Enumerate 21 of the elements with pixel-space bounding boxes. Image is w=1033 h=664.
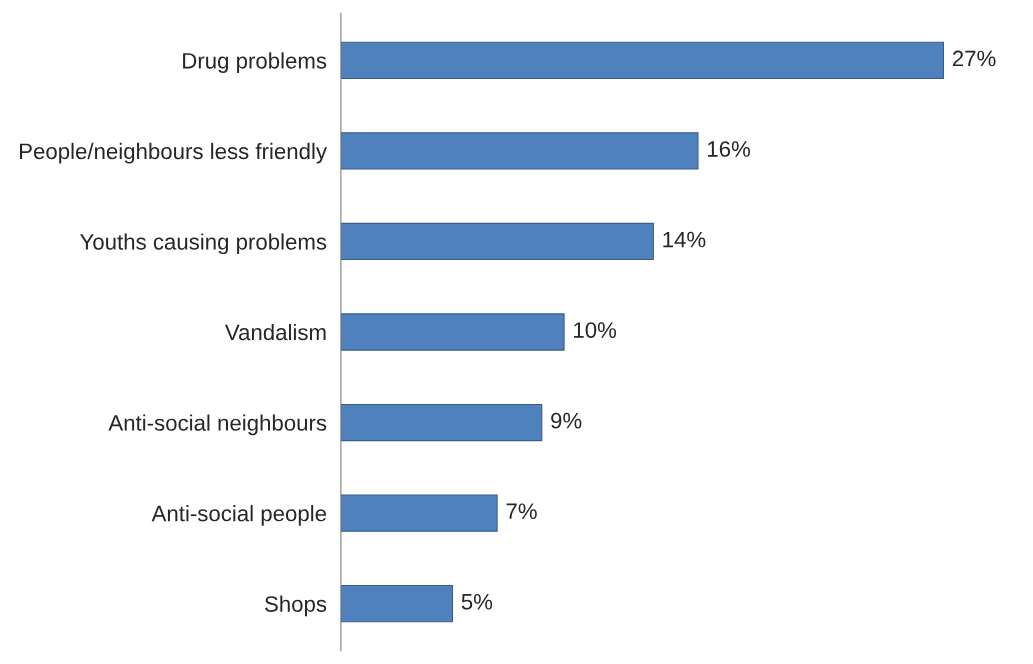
data-label: 14%: [663, 231, 706, 248]
bar: [340, 41, 945, 80]
data-label: 27%: [952, 50, 996, 67]
y-tick-label: Drug problems: [183, 52, 327, 74]
bar: [340, 313, 565, 351]
y-tick-label: Vandalism: [224, 323, 326, 341]
y-tick-label: Youths causing problems: [80, 233, 327, 255]
bar: [340, 494, 498, 532]
y-tick-label: Anti-social neighbours: [108, 414, 327, 436]
data-label: 10%: [574, 322, 617, 338]
data-label: 7%: [506, 503, 537, 519]
data-label: 16%: [708, 141, 750, 157]
data-label: 9%: [551, 412, 582, 429]
bar: [340, 584, 454, 623]
data-label: 5%: [461, 593, 493, 610]
y-tick-label: Anti-social people: [151, 505, 327, 526]
y-tick-label: People/neighbours less friendly: [20, 142, 327, 164]
bar: [340, 132, 699, 170]
bar: [340, 403, 543, 442]
y-tick-label: Shops: [265, 595, 327, 617]
bar: [340, 222, 654, 261]
